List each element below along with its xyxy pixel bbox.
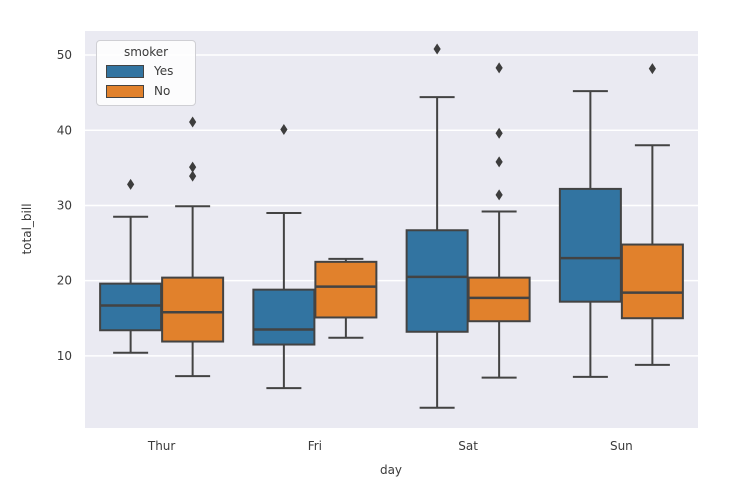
outlier-diamond xyxy=(648,63,656,75)
outlier-diamond xyxy=(433,43,441,55)
y-tick-label: 50 xyxy=(57,48,72,62)
outlier-diamond xyxy=(495,156,503,168)
legend-swatch-no xyxy=(106,84,144,98)
legend-label-no: No xyxy=(154,84,171,98)
legend-item-no: No xyxy=(106,84,186,98)
x-tick-label: Thur xyxy=(147,439,176,453)
x-tick-label: Sun xyxy=(610,439,633,453)
box-fri-no xyxy=(314,260,378,319)
box-thur-yes xyxy=(99,282,163,332)
outlier-diamond xyxy=(495,62,503,74)
legend-swatch-yes xyxy=(106,64,144,78)
outlier-diamond xyxy=(189,170,197,182)
legend-label-yes: Yes xyxy=(154,64,174,78)
outlier-diamond xyxy=(495,189,503,201)
outlier-diamond xyxy=(189,161,197,173)
box-sun-no xyxy=(620,243,684,320)
box-thur-no xyxy=(161,276,225,343)
y-tick-label: 20 xyxy=(57,274,72,288)
legend-item-yes: Yes xyxy=(106,64,186,78)
outlier-diamond xyxy=(280,123,288,135)
x-axis-label: day xyxy=(380,463,402,477)
outlier-diamond xyxy=(189,116,197,128)
outlier-diamond xyxy=(127,178,135,190)
box-sun-yes xyxy=(558,187,622,303)
y-axis-label: total_bill xyxy=(20,203,34,254)
x-tick-label: Sat xyxy=(458,439,478,453)
y-tick-label: 30 xyxy=(57,198,72,212)
y-tick-label: 10 xyxy=(57,349,72,363)
y-tick-label: 40 xyxy=(57,123,72,137)
legend: smoker Yes No xyxy=(96,40,196,106)
legend-title: smoker xyxy=(123,45,169,59)
box-fri-yes xyxy=(252,288,316,346)
box-sat-no xyxy=(467,276,531,323)
box-sat-yes xyxy=(405,229,469,333)
outlier-diamond xyxy=(495,127,503,139)
x-tick-label: Fri xyxy=(308,439,322,453)
